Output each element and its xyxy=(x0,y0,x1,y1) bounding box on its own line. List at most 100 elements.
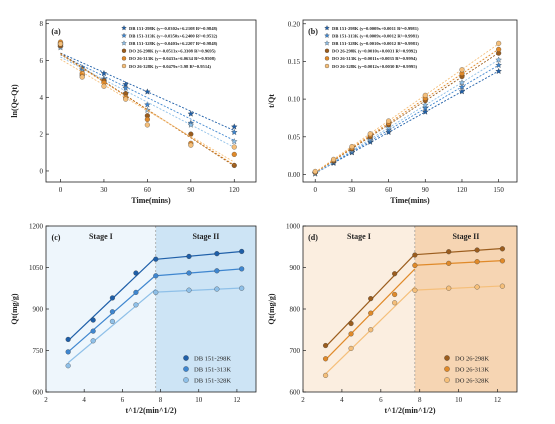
data-point xyxy=(348,331,354,337)
legend-entry: DB 151-298K (y=-0.0302x+6.2108 R²=0.9848… xyxy=(129,26,218,31)
y-axis-label: t/Qt xyxy=(267,94,276,108)
data-point xyxy=(231,151,237,157)
data-point xyxy=(474,247,480,253)
fit-line xyxy=(60,56,235,148)
fit-line xyxy=(314,43,499,173)
data-point xyxy=(496,46,502,52)
y-tick-label: 600 xyxy=(290,389,301,397)
data-point xyxy=(214,286,220,292)
data-point xyxy=(422,104,429,111)
legend-marker xyxy=(324,25,330,31)
data-point xyxy=(368,327,374,333)
y-tick-label: 750 xyxy=(33,347,44,355)
x-tick-label: 6 xyxy=(121,396,125,404)
data-point xyxy=(231,128,238,136)
legend: DB 151-298K (y=-0.0302x+6.2108 R²=0.9848… xyxy=(121,25,218,69)
data-point xyxy=(446,260,452,266)
legend: DB 151-298K DB 151-313K DB 151-328K xyxy=(183,355,231,384)
legend-marker xyxy=(121,56,127,61)
data-point xyxy=(496,40,502,46)
data-point xyxy=(79,74,85,80)
data-point xyxy=(90,328,96,334)
y-tick-label: 700 xyxy=(290,347,301,355)
data-point xyxy=(323,342,329,349)
data-point xyxy=(368,310,374,316)
stage-fit-line xyxy=(155,250,242,260)
data-point xyxy=(446,249,452,255)
data-point xyxy=(323,372,329,378)
data-point xyxy=(458,88,466,95)
data-point xyxy=(495,67,502,74)
data-point xyxy=(474,259,480,265)
legend-marker xyxy=(183,366,189,372)
data-point xyxy=(368,296,374,302)
legend-marker xyxy=(324,56,330,61)
y-tick-label: 0.15 xyxy=(288,58,301,66)
data-point xyxy=(57,41,64,47)
y-tick-label: 0.20 xyxy=(288,20,301,28)
data-point xyxy=(312,168,318,175)
data-point xyxy=(446,285,452,291)
data-point xyxy=(422,101,429,108)
legend-marker xyxy=(324,32,330,38)
plot-frame xyxy=(45,19,257,183)
x-tick-label: 6 xyxy=(379,396,383,404)
legend-entry: DB 151-328K (y=0.0010x+0.0012 R²=0.9981) xyxy=(332,41,419,46)
data-point xyxy=(412,287,418,293)
legend-marker xyxy=(183,355,189,361)
data-point xyxy=(123,96,129,102)
stage-region xyxy=(303,226,415,392)
data-point xyxy=(348,320,354,327)
y-tick-label: 8 xyxy=(40,20,44,28)
data-point xyxy=(239,285,245,291)
data-point xyxy=(474,284,480,290)
data-point xyxy=(65,336,71,342)
panel-a: 0 30 60 90 120 0 2 4 6 8 Time(mins) ln(Qe-Qt) (a) DB … xyxy=(10,19,257,205)
data-point xyxy=(122,84,129,91)
x-tick-label: 8 xyxy=(418,396,422,404)
legend-entry: DO 26-298K (y=-0.0513x+6.3308 R²=0.9695) xyxy=(129,49,216,54)
y-tick-label: 4 xyxy=(40,94,44,102)
stage-fit-line xyxy=(414,247,503,256)
data-point xyxy=(101,83,107,89)
data-point xyxy=(109,295,115,301)
y-tick-label: 800 xyxy=(290,306,301,314)
legend: DB 151-298K (y=0.0009x+0.0011 R²=0.9981)… xyxy=(324,25,419,69)
stage-fit-line xyxy=(67,288,157,364)
legend-entry: DB 151-313K xyxy=(194,366,231,373)
data-point xyxy=(348,345,354,351)
data-point xyxy=(367,131,373,137)
fit-line xyxy=(314,48,499,173)
data-point xyxy=(349,144,355,150)
data-point xyxy=(90,338,96,344)
legend-entry: DO 26-313K (y=-0.0433x+6.0634 R²=0.9508) xyxy=(129,56,216,61)
data-point xyxy=(499,246,505,252)
data-point xyxy=(186,287,192,293)
data-point xyxy=(144,88,151,95)
y-tick-label: 1200 xyxy=(29,223,44,231)
legend-entry: DO 26-298K (y=0.0010x+0.0031 R²=0.9992) xyxy=(332,49,417,54)
legend-entry: DB 151-328K xyxy=(194,377,231,384)
legend: DO 26-298K DO 26-313K DO 26-328K xyxy=(444,355,489,384)
fit-line xyxy=(314,59,499,174)
y-tick-label: 1050 xyxy=(29,264,44,272)
x-tick-label: 30 xyxy=(100,186,108,194)
data-point xyxy=(100,69,108,77)
panel-b: 0 30 60 90 120 150 0.00 0.05 0.10 0.15 0.20 Time(mi… xyxy=(267,19,518,205)
data-point xyxy=(133,289,139,295)
data-point xyxy=(65,363,71,369)
data-point xyxy=(239,266,245,272)
x-axis-label: t^1/2(min^1/2) xyxy=(384,406,435,415)
y-axis-label: ln(Qe-Qt) xyxy=(10,84,19,118)
y-tick-label: 900 xyxy=(33,306,44,314)
stage-region xyxy=(155,226,256,392)
data-point xyxy=(133,302,139,308)
legend-entry: DO 26-328K xyxy=(455,377,489,384)
data-point xyxy=(214,251,220,257)
legend-entry: DB 151-328K (y=-0.0403x+6.2207 R²=0.9848… xyxy=(129,41,218,46)
x-tick-label: 8 xyxy=(159,396,163,404)
data-point xyxy=(144,116,150,122)
x-tick-label: 120 xyxy=(229,186,240,194)
x-axis-label: t^1/2(min^1/2) xyxy=(125,406,176,415)
data-point xyxy=(187,110,195,117)
